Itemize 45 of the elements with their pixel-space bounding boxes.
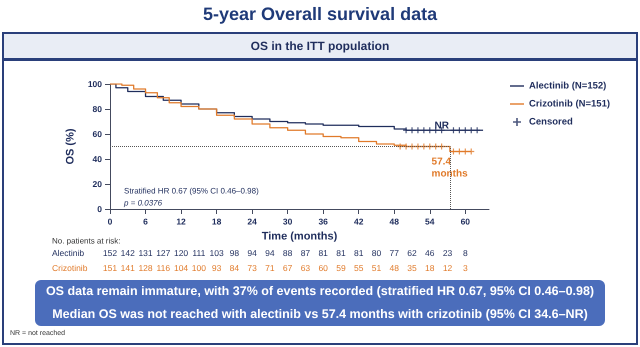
legend-label: Alectinib (N=152) — [529, 80, 606, 92]
text: Alectinib 152 142 131 127 120 111 103 98 94 94 88 87 81 81 81 80 77 62 46 23 8 — [52, 248, 468, 258]
legend-label: Censored — [529, 116, 574, 128]
x-tick-label: 42 — [354, 216, 364, 226]
text: Crizotinib 151 141 128 116 104 100 93 84 73 71 67 63 60 59 55 51 48 35 18 12 3 — [52, 263, 468, 273]
annotation: Stratified HR 0.67 (95% CI 0.46–0.98) — [124, 186, 260, 196]
text: Median OS was not reached with alectinib vs 57.4 months with crizotinib (95% CI 34.6–NR) — [52, 307, 588, 321]
x-tick-label: 6 — [143, 216, 148, 226]
y-tick-label: 100 — [88, 79, 102, 89]
point — [456, 127, 462, 134]
x-tick-label: 0 — [108, 216, 113, 226]
point — [420, 127, 427, 134]
y-tick-label: 20 — [92, 179, 102, 189]
point — [409, 127, 416, 134]
x-tick-label: 54 — [425, 216, 435, 226]
point — [426, 127, 433, 134]
point — [468, 127, 474, 134]
x-tick-label: 30 — [282, 216, 293, 226]
legend-label: Crizotinib (N=151) — [529, 98, 610, 110]
x-tick-label: 18 — [212, 216, 222, 226]
text: OS data remain immature, with 37% of events recorded (stratified HR 0.67, 95% CI 0.46–0.98) — [46, 284, 594, 298]
y-axis-title: OS (%) — [64, 128, 76, 165]
point — [462, 127, 468, 134]
y-tick-label: 0 — [97, 204, 102, 214]
annotation: 57.4 months — [432, 156, 468, 180]
text: No. patients at risk: — [52, 236, 120, 246]
point — [403, 127, 410, 134]
point — [450, 127, 456, 134]
x-tick-label: 60 — [460, 216, 470, 226]
annotation: p = 0.0376 — [123, 198, 163, 208]
x-tick-label: 48 — [390, 216, 400, 226]
point — [414, 127, 421, 134]
x-axis-title: Time (months) — [262, 230, 338, 242]
annotation: NR — [434, 120, 450, 132]
x-tick-label: 12 — [176, 216, 186, 226]
y-tick-label: 80 — [92, 104, 102, 114]
chart-title: 5-year Overall survival data — [202, 4, 438, 24]
x-tick-label: 24 — [247, 216, 258, 226]
y-tick-label: 60 — [92, 129, 102, 139]
point — [462, 148, 468, 154]
y-tick-label: 40 — [92, 154, 102, 164]
x-tick-label: 36 — [318, 216, 328, 226]
chart-subtitle: OS in the ITT population — [250, 39, 390, 53]
point — [468, 148, 474, 154]
point — [474, 127, 480, 134]
